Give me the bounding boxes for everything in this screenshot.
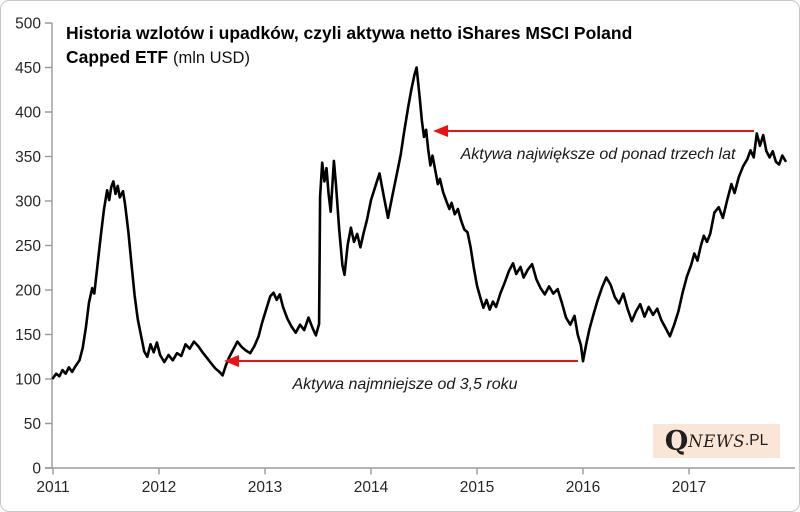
qnews-logo-q: Q: [664, 425, 689, 457]
chart-title-line2-bold: Capped ETF: [66, 47, 169, 68]
series-group: [51, 66, 787, 380]
chart-title: Historia wzlotów i upadków, czyli aktywa…: [66, 21, 756, 70]
x-axis-tick-label: 2017: [672, 479, 706, 496]
y-axis-tick-label: 200: [15, 283, 41, 300]
annotation-largest-assets: Aktywa największe od ponad trzech lat: [460, 146, 736, 163]
series-line: [51, 66, 787, 380]
y-axis-tick-label: 350: [15, 149, 41, 166]
y-axis-tick-label: 450: [15, 60, 41, 77]
x-axis-tick-label: 2013: [248, 479, 282, 496]
chart-title-line1: Historia wzlotów i upadków, czyli aktywa…: [66, 23, 633, 43]
axes: 0 50 100 150 200 250 300 350 400 450 500 2011 2012 20…: [15, 16, 795, 496]
x-axis-tick-label: 2011: [36, 479, 69, 496]
y-axis-tick-label: 500: [15, 16, 41, 33]
y-axis-tick-label: 250: [15, 238, 41, 255]
annotation-arrowhead-icon: [433, 125, 448, 137]
annotation-arrowhead-icon: [224, 355, 239, 367]
y-axis-tick-label: 400: [15, 105, 41, 122]
x-axis-tick-label: 2014: [354, 479, 389, 496]
y-axis-tick-label: 100: [15, 372, 41, 389]
x-axis-tick-label: 2015: [460, 479, 494, 496]
x-axis-tick-label: 2016: [566, 479, 600, 496]
qnews-logo: Q NEWS .PL: [653, 424, 780, 458]
qnews-logo-tld: .PL: [745, 432, 769, 449]
y-axis-tick-label: 50: [24, 416, 42, 433]
qnews-logo-news: NEWS: [688, 431, 745, 451]
annotation-smallest-assets: Aktywa najmniejsze od 3,5 roku: [292, 376, 518, 393]
chart-title-units: (mln USD): [172, 49, 250, 68]
y-axis-tick-label: 150: [15, 327, 41, 344]
x-axis-tick-label: 2012: [142, 479, 176, 496]
annotation-arrows: [224, 125, 754, 367]
y-axis-tick-label: 0: [32, 461, 41, 478]
y-axis-tick-label: 300: [15, 194, 41, 211]
